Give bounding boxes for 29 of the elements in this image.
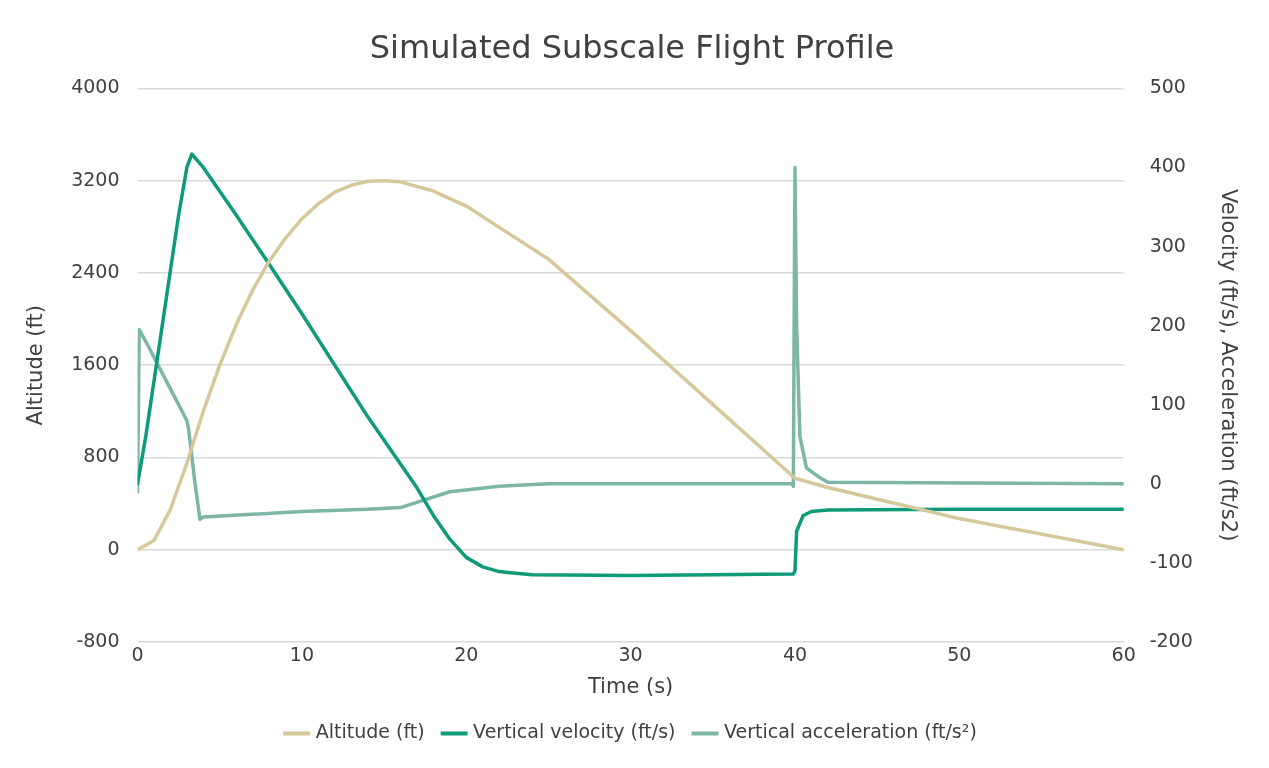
y2-tick-label: -200 [1149, 628, 1193, 651]
y2-tick-label: 0 [1149, 470, 1162, 493]
x-tick-label: 40 [782, 643, 808, 666]
y2-axis-title: Velocity (ft/s), Acceleration (ft/s2) [1216, 189, 1241, 542]
y2-tick-label: 200 [1149, 312, 1186, 335]
y-tick-label: 800 [83, 444, 120, 467]
x-tick-label: 60 [1111, 643, 1136, 666]
x-tick-label: 10 [289, 643, 314, 666]
x-tick-label: 30 [618, 643, 643, 666]
y-tick-label: 1600 [71, 352, 120, 375]
x-tick-label: 50 [947, 643, 972, 666]
y2-tick-label: 500 [1149, 75, 1186, 98]
y-tick-label: 2400 [71, 259, 120, 282]
y2-tick-label: 300 [1149, 233, 1186, 256]
y-axis-title: Altitude (ft) [23, 305, 48, 426]
x-axis-title: Time (s) [586, 673, 674, 698]
x-tick-label: 20 [454, 643, 479, 666]
legend-label: Vertical acceleration (ft/s²) [724, 720, 977, 743]
y-tick-label: 0 [107, 536, 120, 559]
chart-title: Simulated Subscale Flight Profile [369, 27, 895, 66]
legend-label: Vertical velocity (ft/s) [473, 720, 676, 743]
x-tick-label: 0 [131, 643, 144, 666]
y-tick-label: 4000 [71, 75, 120, 98]
y2-tick-label: -100 [1149, 549, 1193, 572]
y-tick-label: 3200 [71, 167, 120, 190]
y2-tick-label: 100 [1149, 391, 1186, 414]
y2-tick-label: 400 [1149, 154, 1186, 177]
legend-label: Altitude (ft) [315, 720, 425, 743]
y-tick-label: -800 [76, 628, 120, 651]
